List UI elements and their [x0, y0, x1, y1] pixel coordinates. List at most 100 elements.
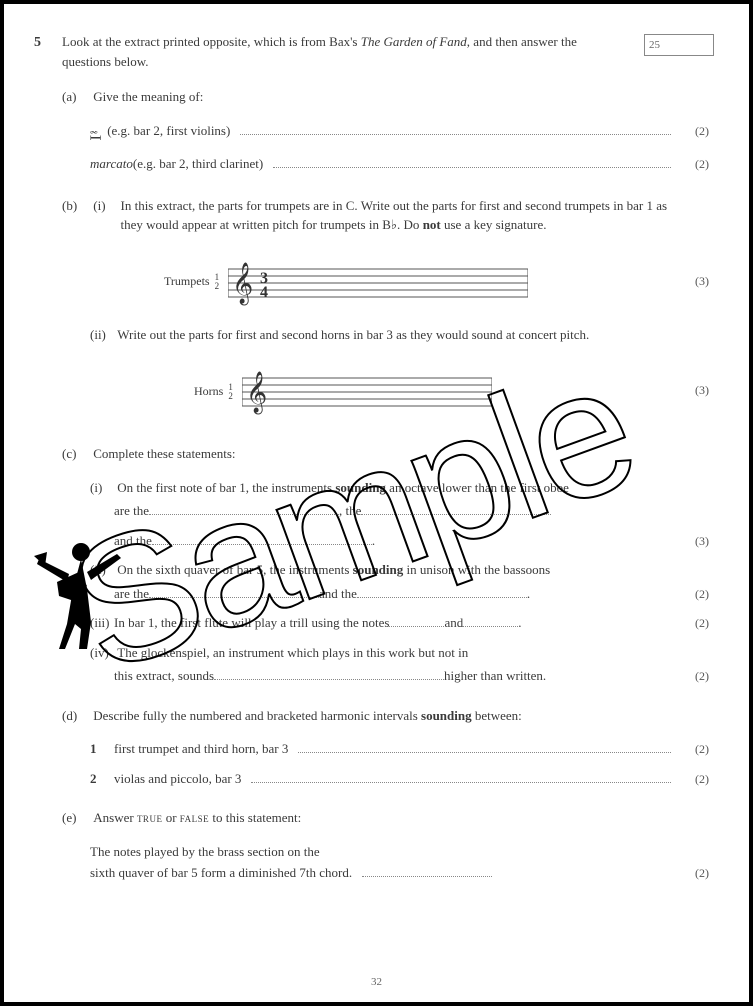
trumpets-label: Trumpets 1 2 [164, 272, 219, 291]
marks: (2) [685, 667, 709, 685]
e-l2: sixth quaver of bar 5 form a diminished … [90, 863, 352, 883]
answer-line[interactable] [463, 616, 518, 628]
marks: (2) [685, 614, 709, 632]
horns-staff[interactable]: Horns 1 2 𝄞 [194, 366, 685, 416]
horns-label: Horns 1 2 [194, 382, 233, 401]
question-intro: Look at the extract printed opposite, wh… [62, 32, 709, 71]
trill-symbol-icon: 𝆗𝄩 [90, 128, 101, 145]
part-a-letter: (a) [62, 87, 90, 107]
staff-svg: 𝄞 3 4 [228, 257, 528, 307]
e-line2: sixth quaver of bar 5 form a diminished … [90, 863, 709, 883]
b-i-c: use a key signature. [441, 217, 547, 232]
a-line1-prefix: (e.g. bar 2, first violins) [107, 121, 230, 141]
c-ii: (ii) On the sixth quaver of bar 5, the i… [90, 560, 709, 580]
question-number: 5 [34, 32, 41, 53]
intro-text: Look at the extract printed opposite, wh… [62, 34, 361, 49]
e-pd: false [180, 810, 209, 825]
answer-line[interactable] [149, 504, 339, 516]
d-2: 2 violas and piccolo, bar 3 (2) [90, 769, 709, 789]
trumpets-staff[interactable]: Trumpets 1 2 𝄞 3 4 [164, 257, 685, 307]
c-ii-line1: On the sixth quaver of bar 5, the instru… [117, 560, 672, 580]
marks: (2) [685, 585, 709, 603]
marks: (3) [685, 381, 709, 399]
part-b: (b) (i) In this extract, the parts for t… [62, 196, 709, 235]
d-1-num: 1 [90, 739, 114, 759]
b-i-roman: (i) [93, 196, 117, 216]
c-ii-2b: and the [319, 584, 357, 604]
answer-line[interactable] [251, 771, 671, 783]
answer-line[interactable] [362, 866, 492, 878]
marks: (2) [685, 740, 709, 758]
d-pb: sounding [421, 708, 472, 723]
part-a-line1: 𝆗𝄩 (e.g. bar 2, first violins) (2) [90, 121, 709, 145]
c-i-1b: sounding [335, 480, 386, 495]
term-marcato: marcato [90, 154, 133, 174]
svg-text:𝄞: 𝄞 [246, 371, 267, 414]
d-2-text: violas and piccolo, bar 3 [114, 769, 241, 789]
answer-line[interactable] [357, 586, 527, 598]
e-l1: The notes played by the brass section on… [90, 842, 320, 862]
answer-line[interactable] [149, 586, 319, 598]
c-ii-roman: (ii) [90, 560, 114, 580]
c-iv-2b: higher than written. [444, 666, 546, 686]
d-1: 1 first trumpet and third horn, bar 3 (2… [90, 739, 709, 759]
c-iv: (iv) The glockenspiel, an instrument whi… [90, 643, 709, 663]
answer-line[interactable] [298, 742, 671, 754]
c-i-line1: On the first note of bar 1, the instrume… [117, 478, 672, 498]
answer-line[interactable] [152, 533, 372, 545]
e-pa: Answer [93, 810, 137, 825]
c-iv-2a: this extract, sounds [114, 666, 214, 686]
c-ii-1c: in unison with the bassoons [403, 562, 550, 577]
part-d: (d) Describe fully the numbered and brac… [62, 706, 709, 726]
c-i-1a: On the first note of bar 1, the instrume… [117, 480, 335, 495]
svg-text:𝄞: 𝄞 [232, 262, 253, 305]
answer-line[interactable] [361, 504, 551, 516]
c-iii-a: In bar 1, the first flute will play a tr… [114, 613, 389, 633]
c-ii-1a: On the sixth quaver of bar 5, the instru… [117, 562, 352, 577]
marks: (2) [685, 864, 709, 882]
c-i: (i) On the first note of bar 1, the inst… [90, 478, 709, 498]
marks: (2) [685, 770, 709, 788]
answer-line[interactable] [273, 157, 671, 169]
c-ii-1b: sounding [353, 562, 404, 577]
b-i-staff-row: Trumpets 1 2 𝄞 3 4 (3) [44, 249, 709, 315]
answer-line[interactable] [214, 669, 444, 681]
work-title: The Garden of Fand [361, 34, 467, 49]
part-e-letter: (e) [62, 808, 90, 828]
answer-line[interactable] [389, 616, 444, 628]
c-i-3b: . [372, 531, 375, 551]
c-iii-c: . [518, 613, 521, 633]
part-c-prompt: Complete these statements: [93, 444, 673, 464]
staff-svg: 𝄞 [242, 366, 492, 416]
c-iii-roman: (iii) [90, 613, 114, 633]
part-a-prompt: Give the meaning of: [93, 87, 673, 107]
part-c: (c) Complete these statements: [62, 444, 709, 464]
d-pa: Describe fully the numbered and brackete… [93, 708, 421, 723]
b-ii: (ii) Write out the parts for first and s… [90, 325, 709, 345]
part-a-line2: marcato (e.g. bar 2, third clarinet) (2) [90, 154, 709, 174]
part-b-letter: (b) [62, 196, 90, 216]
trumpets-label-text: Trumpets [164, 274, 210, 288]
b-ii-text: Write out the parts for first and second… [117, 325, 672, 345]
e-pe: to this statement: [209, 810, 301, 825]
c-iii: (iii) In bar 1, the first flute will pla… [90, 613, 709, 633]
c-ii-2c: . [527, 584, 530, 604]
page-number: 32 [371, 974, 382, 991]
c-iv-1: The glockenspiel, an instrument which pl… [117, 643, 672, 663]
part-e: (e) Answer true or false to this stateme… [62, 808, 709, 828]
c-i-3a: and the [114, 531, 152, 551]
c-i-2b: , the [339, 501, 361, 521]
staff-frac-bot: 2 [228, 391, 233, 401]
total-marks-box: 25 [644, 34, 714, 56]
answer-line[interactable] [240, 123, 671, 135]
part-d-prompt: Describe fully the numbered and brackete… [93, 706, 673, 726]
time-sig-bot: 4 [260, 284, 268, 301]
b-i-b: not [423, 217, 441, 232]
b-ii-roman: (ii) [90, 325, 114, 345]
marks: (3) [685, 272, 709, 290]
b-i-a: In this extract, the parts for trumpets … [121, 198, 668, 233]
part-d-letter: (d) [62, 706, 90, 726]
c-i-2a: are the [114, 501, 149, 521]
c-ii-line2: are the and the . (2) [114, 584, 709, 604]
horns-label-text: Horns [194, 384, 223, 398]
